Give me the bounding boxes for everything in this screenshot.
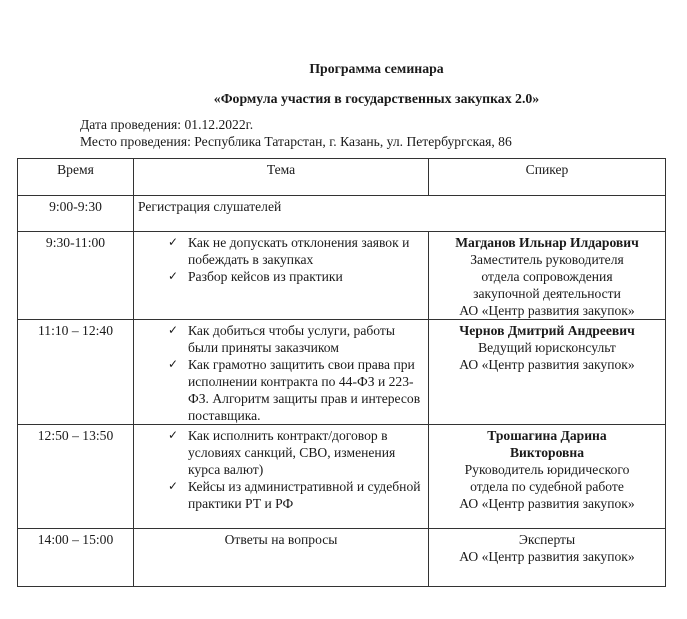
checkmark-icon: ✓ <box>168 428 179 442</box>
header-topic: Тема <box>133 158 429 196</box>
speaker-name: Трошагина Дарина Викторовна <box>487 428 607 460</box>
table-row: 14:00 – 15:00 Ответы на вопросы Эксперты… <box>17 528 666 587</box>
topic-item: ✓ Как исполнить контракт/договор в услови… <box>168 428 396 477</box>
row-speaker: Чернов Дмитрий Андреевич Ведущий юрискон… <box>428 319 666 425</box>
speaker-org: АО «Центр развития закупок» <box>459 357 635 372</box>
table-header-row: Время Тема Спикер <box>17 158 666 196</box>
program-table: Время Тема Спикер 9:00-9:30 Регистрация … <box>17 158 666 587</box>
speaker-role: Эксперты <box>518 532 576 547</box>
table-row: 12:50 – 13:50 ✓ Как исполнить контракт/до… <box>17 424 666 529</box>
speaker-role: Ведущий юрисконсульт <box>478 340 616 355</box>
seminar-name: «Формула участия в государственных закуп… <box>213 91 540 106</box>
speaker-org: АО «Центр развития закупок» <box>459 496 635 511</box>
row-time: 9:00-9:30 <box>17 195 134 232</box>
table-row: 9:30-11:00 ✓ Как не допускать отклонения … <box>17 231 666 320</box>
row-speaker: Эксперты АО «Центр развития закупок» <box>428 528 666 587</box>
checkmark-icon: ✓ <box>168 235 179 249</box>
speaker-role: Заместитель руководителя отдела сопровож… <box>470 252 624 301</box>
row-topic: Ответы на вопросы <box>133 528 429 587</box>
row-speaker: Трошагина Дарина Викторовна Руководитель… <box>428 424 666 529</box>
event-place: Место проведения: Республика Татарстан, … <box>80 134 512 149</box>
checkmark-icon: ✓ <box>168 357 179 371</box>
row-speaker: Магданов Ильнар Илдарович Заместитель ру… <box>428 231 666 320</box>
row-time: 14:00 – 15:00 <box>17 528 134 587</box>
row-time: 12:50 – 13:50 <box>17 424 134 529</box>
event-date: Дата проведения: 01.12.2022г. <box>80 117 254 132</box>
checkmark-icon: ✓ <box>168 479 179 493</box>
speaker-name: Магданов Ильнар Илдарович <box>455 235 639 250</box>
row-time: 9:30-11:00 <box>17 231 134 320</box>
speaker-role: Руководитель юридического отдела по суде… <box>464 462 630 494</box>
row-topic: Регистрация слушателей <box>133 195 666 232</box>
checkmark-icon: ✓ <box>168 323 179 337</box>
header-time: Время <box>17 158 134 196</box>
row-topics: ✓ Как исполнить контракт/договор в услови… <box>133 424 429 529</box>
topic-item: ✓ Как не допускать отклонения заявок и по… <box>168 235 410 267</box>
row-topics: ✓ Как не допускать отклонения заявок и по… <box>133 231 429 320</box>
topic-item: ✓ Кейсы из административной и судебной пр… <box>168 479 421 511</box>
topic-item: ✓ Как добиться чтобы услуги, работы были … <box>168 323 395 355</box>
row-time: 11:10 – 12:40 <box>17 319 134 425</box>
speaker-org: АО «Центр развития закупок» <box>459 549 635 564</box>
header-speaker: Спикер <box>428 158 666 196</box>
row-topics: ✓ Как добиться чтобы услуги, работы были … <box>133 319 429 425</box>
topic-item: ✓ Разбор кейсов из практики <box>168 269 343 284</box>
table-row: 11:10 – 12:40 ✓ Как добиться чтобы услуги… <box>17 319 666 425</box>
table-row: 9:00-9:30 Регистрация слушателей <box>17 195 666 232</box>
speaker-org: АО «Центр развития закупок» <box>459 303 635 318</box>
topic-item: ✓ Как грамотно защитить свои права при ис… <box>168 357 421 423</box>
speaker-name: Чернов Дмитрий Андреевич <box>459 323 635 338</box>
checkmark-icon: ✓ <box>168 269 179 283</box>
document-title: Программа семинара <box>309 61 444 76</box>
